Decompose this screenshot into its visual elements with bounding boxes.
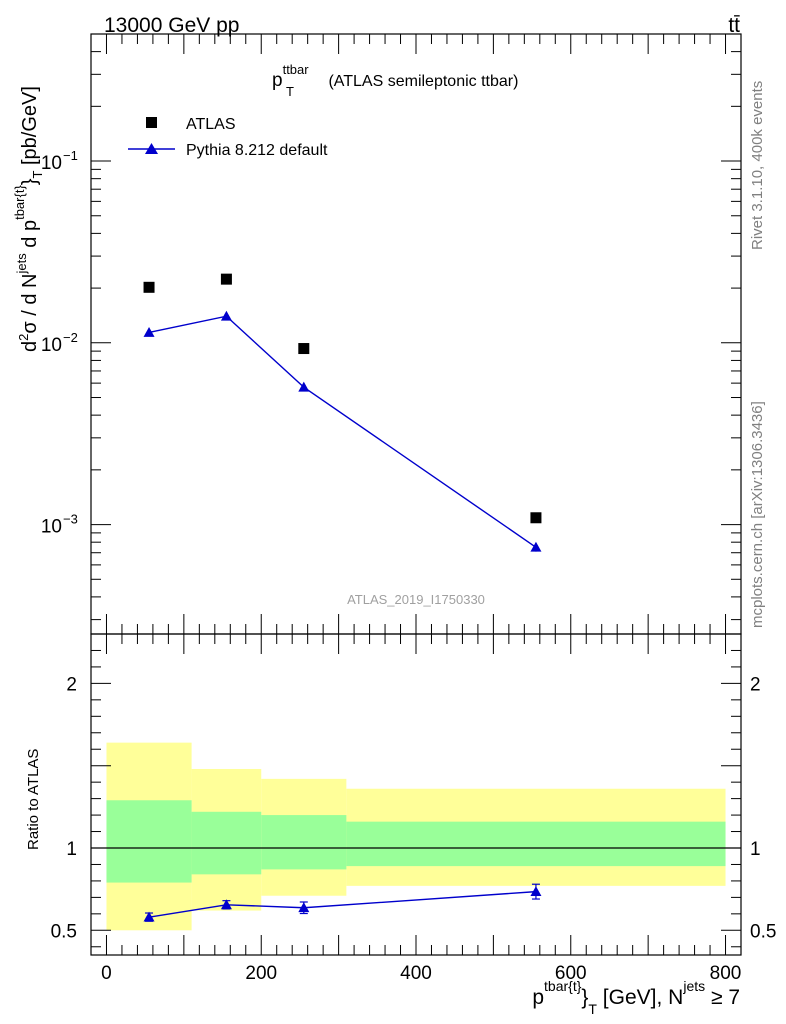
legend: ATLAS Pythia 8.212 default xyxy=(128,116,328,159)
ratio-panel: 0.5 0.5 1 1 2 2 0 200 400 600 800 Ratio to ATLAS p… xyxy=(25,633,777,1017)
xlabel-brace: } xyxy=(581,986,588,1009)
ratio-tick-labels: 0.5 0.5 1 1 2 2 0 200 400 600 800 xyxy=(51,674,777,984)
xlabel-tbar: tbar{t} xyxy=(544,978,582,994)
main-panel: 10−110−210−3 pttbar T (ATLAS semileptonic… xyxy=(12,33,742,635)
ylabel-unit: [pb/GeV] xyxy=(19,86,41,171)
pythia-point xyxy=(143,326,155,337)
ylabel-jets: jets xyxy=(14,253,29,275)
main-ytick-exponent: −2 xyxy=(63,330,78,345)
ylabel-sigma: σ / d N xyxy=(19,274,41,334)
ratio-pythia-point xyxy=(220,899,232,910)
legend-atlas-marker xyxy=(146,117,157,128)
ratio-marks xyxy=(91,742,741,931)
title-subscript: T xyxy=(286,84,294,99)
ratio-pythia-point xyxy=(530,886,542,897)
ratio-ytick-label-right: 1 xyxy=(750,839,761,860)
pythia-point xyxy=(220,310,232,321)
ratio-pythia-line xyxy=(148,890,536,918)
ratio-inner-band xyxy=(261,815,347,870)
analysis-watermark: ATLAS_2019_I1750330 xyxy=(347,592,485,607)
ratio-ytick-label-right: 0.5 xyxy=(750,921,776,942)
title-superscript: ttbar xyxy=(283,62,310,77)
legend-atlas-label: ATLAS xyxy=(186,116,236,133)
ylabel-tbar: tbar{t} xyxy=(12,185,27,220)
mcplots-label: mcplots.cern.ch [arXiv:1306.3436] xyxy=(749,401,766,628)
ratio-inner-band xyxy=(346,821,726,867)
ratio-ytick-label-left: 0.5 xyxy=(51,921,77,942)
ratio-pythia-point xyxy=(143,911,155,922)
ylabel-d: d xyxy=(19,341,41,352)
pythia-line xyxy=(148,315,537,548)
xtick-label: 400 xyxy=(400,963,432,984)
ratio-inner-band xyxy=(191,811,262,875)
xlabel: ptbar{t}}T [GeV], Njets ≥ 7 xyxy=(532,978,740,1017)
ratio-pythia-point xyxy=(298,902,310,913)
xlabel-jets: jets xyxy=(682,978,705,994)
xtick-label: 800 xyxy=(710,963,742,984)
ratio-ticks xyxy=(91,634,741,955)
atlas-point xyxy=(298,343,310,355)
xtick-label: 200 xyxy=(245,963,277,984)
xlabel-unit: [GeV], N xyxy=(597,986,683,1009)
xtick-label: 0 xyxy=(101,963,112,984)
ratio-ytick-label-left: 2 xyxy=(66,674,77,695)
main-marks xyxy=(143,273,542,552)
main-ytick-exponent: −3 xyxy=(63,512,78,527)
main-ticks xyxy=(91,33,741,634)
ratio-inner-band xyxy=(106,800,192,883)
xlabel-T: T xyxy=(588,1001,597,1017)
collision-label: 13000 GeV pp xyxy=(104,14,239,37)
main-ytick-label: 10 xyxy=(41,335,62,356)
title-rest: (ATLAS semileptonic ttbar) xyxy=(324,73,518,90)
xlabel-p: p xyxy=(532,986,544,1009)
title-p: p xyxy=(272,70,283,91)
main-ylabel: d2σ / d Njets d ptbar{t}}T [pb/GeV] xyxy=(12,86,45,352)
ratio-ytick-label-right: 2 xyxy=(750,674,761,695)
xlabel-condition: ≥ 7 xyxy=(705,986,740,1009)
ylabel-T: T xyxy=(30,171,45,179)
main-ytick-label: 10 xyxy=(41,517,62,538)
main-ytick-labels: 10−110−210−3 xyxy=(41,148,78,538)
ylabel-exp: 2 xyxy=(16,334,31,341)
pythia-point xyxy=(530,541,542,552)
pythia-point xyxy=(298,381,310,392)
ylabel-dp: d p xyxy=(19,220,41,253)
legend-pythia-marker xyxy=(145,143,158,154)
main-ytick-exponent: −1 xyxy=(63,148,78,163)
ratio-ylabel: Ratio to ATLAS xyxy=(25,749,42,850)
atlas-point xyxy=(530,512,542,524)
legend-pythia-label: Pythia 8.212 default xyxy=(186,142,328,159)
main-ytick-label: 10 xyxy=(41,153,62,174)
ratio-ytick-label-left: 1 xyxy=(66,839,77,860)
chart-title: pttbar T (ATLAS semileptonic ttbar) xyxy=(272,62,518,99)
rivet-version-label: Rivet 3.1.10, 400k events xyxy=(749,81,766,250)
process-label: tt̄ xyxy=(728,14,740,37)
atlas-point xyxy=(220,273,232,285)
ylabel-brace: } xyxy=(19,178,41,185)
atlas-point xyxy=(143,281,155,293)
xtick-label: 600 xyxy=(555,963,587,984)
